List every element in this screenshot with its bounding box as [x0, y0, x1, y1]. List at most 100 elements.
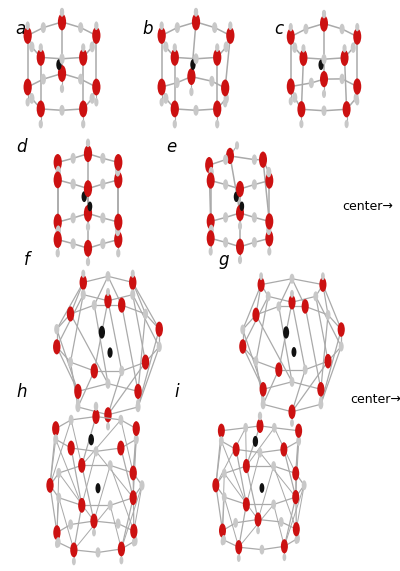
- Ellipse shape: [219, 524, 226, 538]
- Ellipse shape: [39, 43, 43, 52]
- Ellipse shape: [215, 120, 219, 128]
- Ellipse shape: [299, 120, 304, 128]
- Ellipse shape: [235, 540, 242, 554]
- Ellipse shape: [84, 145, 92, 162]
- Ellipse shape: [90, 363, 98, 379]
- Ellipse shape: [228, 21, 232, 30]
- Ellipse shape: [296, 436, 301, 446]
- Ellipse shape: [281, 539, 288, 553]
- Ellipse shape: [353, 78, 361, 95]
- Ellipse shape: [279, 517, 284, 527]
- Ellipse shape: [90, 42, 95, 53]
- Ellipse shape: [118, 415, 123, 425]
- Ellipse shape: [94, 402, 98, 411]
- Ellipse shape: [190, 59, 196, 70]
- Ellipse shape: [108, 500, 113, 510]
- Ellipse shape: [173, 43, 177, 52]
- Ellipse shape: [131, 270, 135, 278]
- Ellipse shape: [70, 212, 76, 223]
- Ellipse shape: [132, 538, 136, 546]
- Ellipse shape: [271, 461, 276, 471]
- Ellipse shape: [252, 154, 257, 165]
- Ellipse shape: [237, 554, 241, 562]
- Ellipse shape: [118, 541, 125, 556]
- Ellipse shape: [219, 436, 224, 446]
- Ellipse shape: [100, 153, 106, 164]
- Ellipse shape: [92, 300, 97, 311]
- Ellipse shape: [96, 547, 100, 557]
- Ellipse shape: [294, 536, 298, 544]
- Ellipse shape: [354, 93, 359, 103]
- Text: d: d: [16, 138, 26, 156]
- Ellipse shape: [76, 399, 80, 407]
- Ellipse shape: [207, 230, 215, 247]
- Ellipse shape: [261, 399, 266, 409]
- Ellipse shape: [221, 535, 226, 545]
- Ellipse shape: [282, 553, 286, 561]
- Ellipse shape: [209, 76, 214, 87]
- Ellipse shape: [340, 74, 345, 84]
- Ellipse shape: [92, 79, 100, 95]
- Ellipse shape: [339, 341, 344, 352]
- Ellipse shape: [79, 49, 87, 66]
- Ellipse shape: [56, 537, 61, 548]
- Text: a: a: [15, 20, 26, 38]
- Ellipse shape: [58, 65, 66, 82]
- Ellipse shape: [56, 231, 60, 240]
- Ellipse shape: [292, 347, 296, 357]
- Ellipse shape: [322, 10, 326, 18]
- Ellipse shape: [120, 556, 123, 564]
- Ellipse shape: [129, 275, 136, 290]
- Ellipse shape: [53, 525, 60, 540]
- Ellipse shape: [94, 98, 98, 107]
- Ellipse shape: [100, 238, 106, 249]
- Ellipse shape: [338, 322, 345, 337]
- Ellipse shape: [233, 443, 240, 457]
- Ellipse shape: [223, 154, 228, 165]
- Ellipse shape: [108, 347, 113, 358]
- Ellipse shape: [275, 363, 282, 377]
- Ellipse shape: [55, 540, 59, 548]
- Ellipse shape: [290, 419, 294, 427]
- Ellipse shape: [78, 498, 86, 513]
- Ellipse shape: [243, 459, 250, 473]
- Ellipse shape: [70, 542, 78, 557]
- Ellipse shape: [309, 78, 314, 88]
- Text: h: h: [16, 383, 26, 401]
- Ellipse shape: [258, 448, 262, 457]
- Ellipse shape: [26, 21, 30, 30]
- Ellipse shape: [292, 467, 299, 481]
- Ellipse shape: [254, 356, 258, 366]
- Ellipse shape: [226, 27, 234, 44]
- Ellipse shape: [303, 24, 308, 34]
- Ellipse shape: [140, 480, 144, 490]
- Ellipse shape: [58, 14, 66, 30]
- Ellipse shape: [54, 324, 59, 335]
- Ellipse shape: [115, 226, 120, 236]
- Ellipse shape: [224, 93, 229, 104]
- Ellipse shape: [116, 518, 121, 529]
- Ellipse shape: [118, 297, 126, 313]
- Ellipse shape: [69, 415, 74, 425]
- Ellipse shape: [86, 223, 90, 231]
- Ellipse shape: [295, 533, 300, 544]
- Ellipse shape: [175, 22, 180, 33]
- Ellipse shape: [60, 8, 64, 17]
- Ellipse shape: [29, 93, 34, 104]
- Ellipse shape: [134, 434, 139, 444]
- Ellipse shape: [133, 421, 140, 436]
- Ellipse shape: [209, 167, 214, 178]
- Ellipse shape: [158, 27, 166, 44]
- Ellipse shape: [240, 202, 244, 211]
- Text: i: i: [174, 383, 179, 401]
- Ellipse shape: [104, 407, 112, 423]
- Ellipse shape: [160, 98, 164, 107]
- Ellipse shape: [70, 179, 76, 190]
- Ellipse shape: [134, 384, 142, 399]
- Ellipse shape: [258, 412, 262, 420]
- Ellipse shape: [276, 301, 281, 311]
- Ellipse shape: [238, 256, 242, 264]
- Ellipse shape: [288, 295, 296, 309]
- Ellipse shape: [213, 49, 221, 66]
- Ellipse shape: [86, 139, 90, 147]
